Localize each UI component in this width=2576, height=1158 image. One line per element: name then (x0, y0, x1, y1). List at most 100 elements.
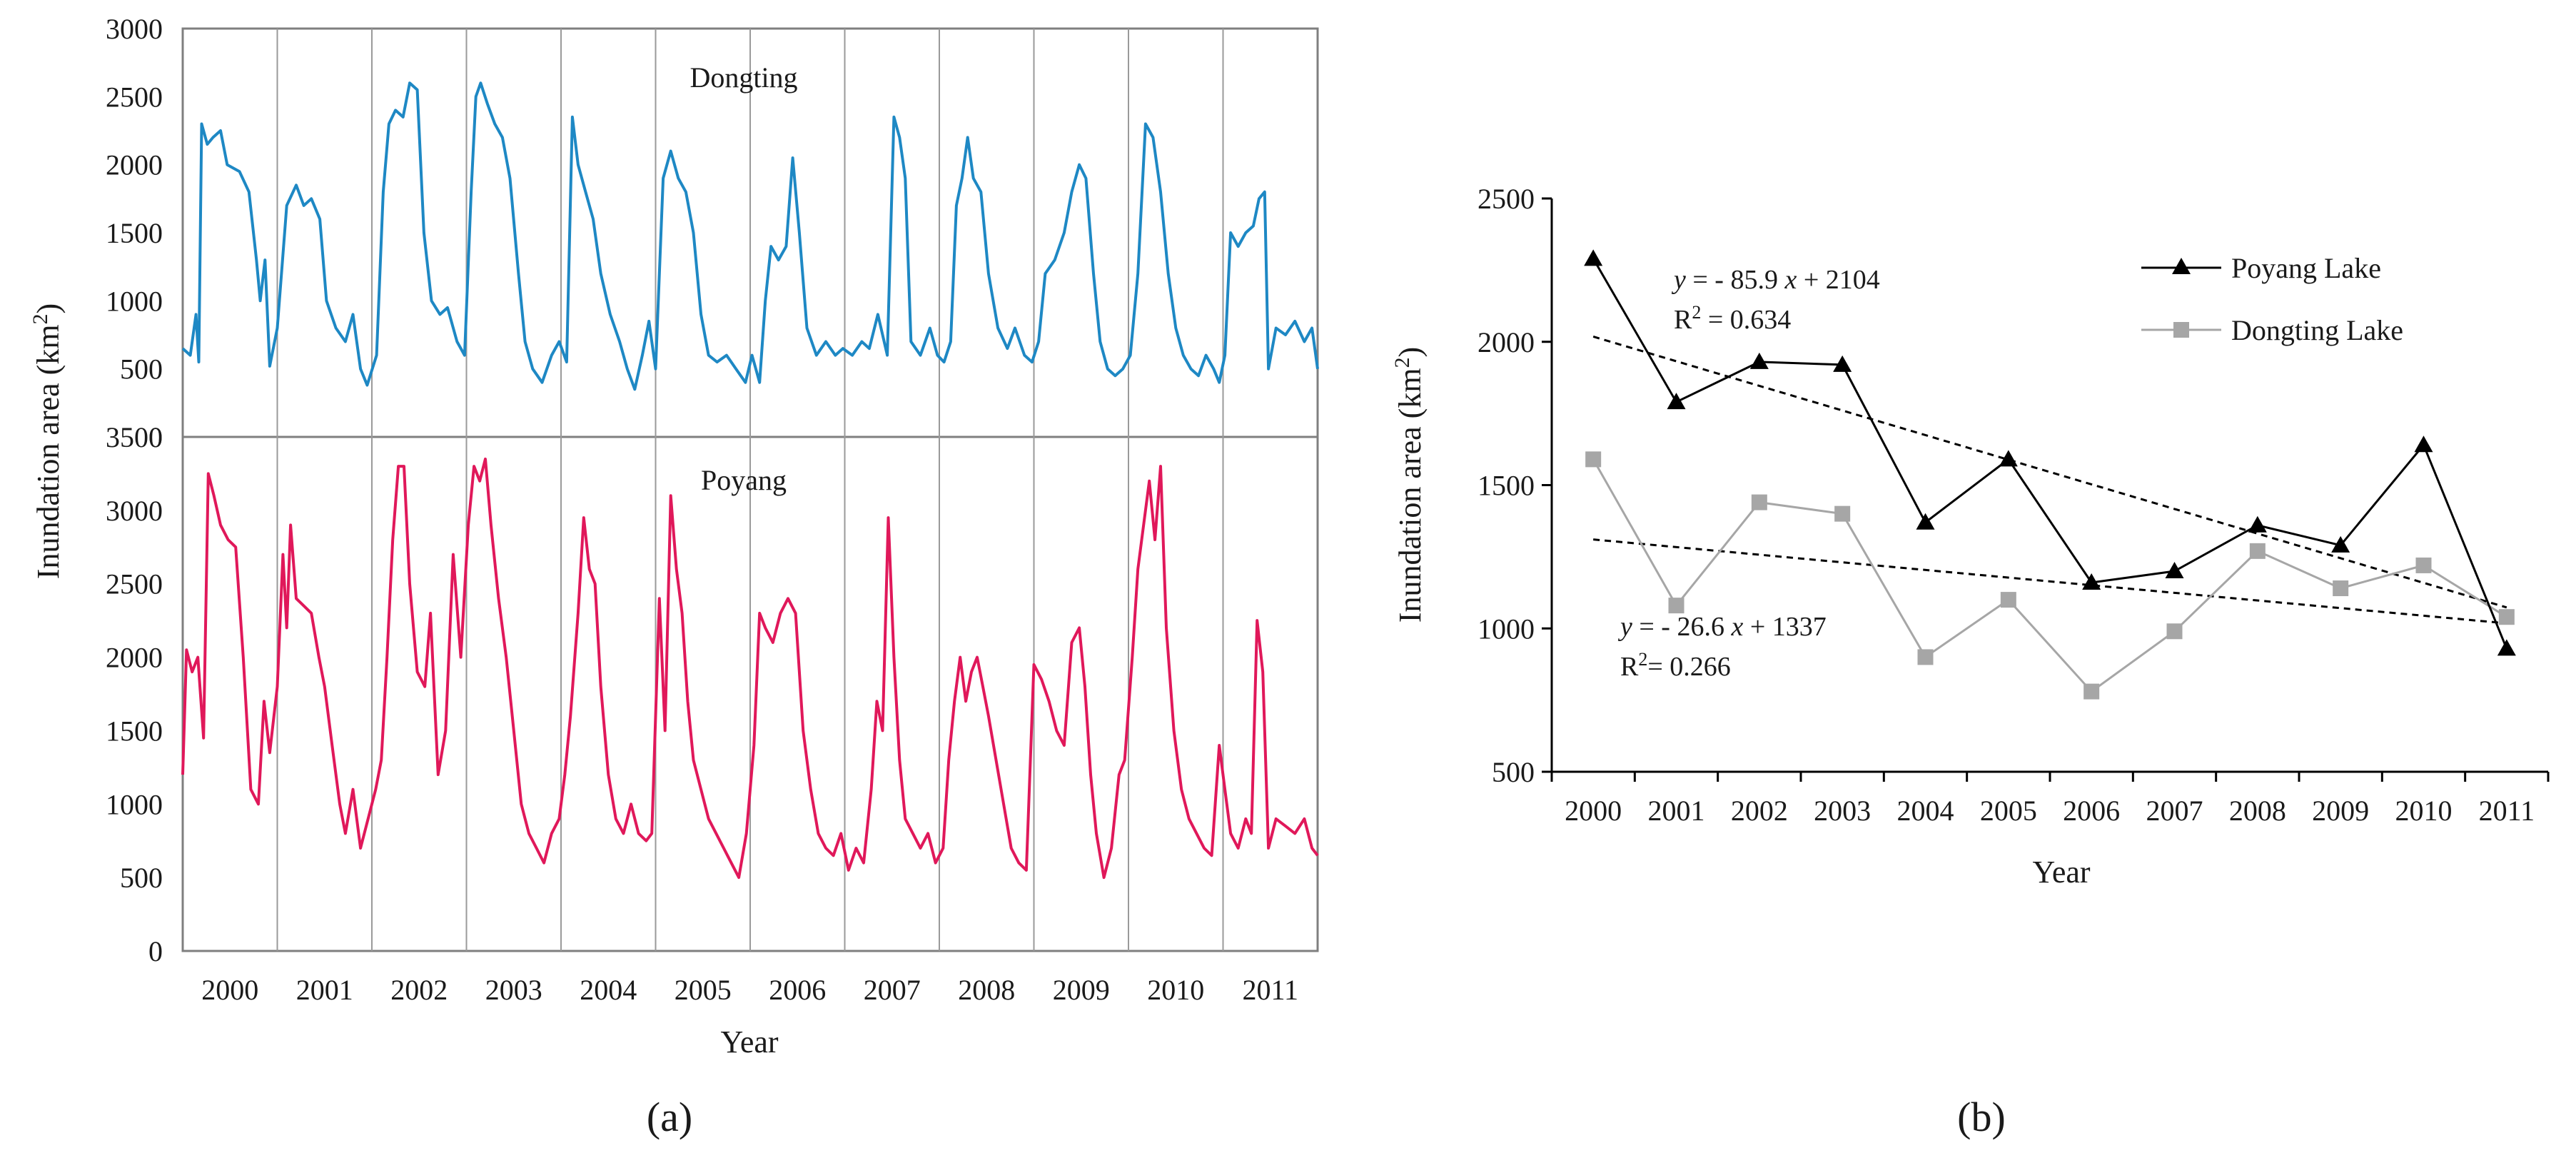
poyang-y-tick-label: 2000 (106, 642, 163, 674)
panel-b-x-ticks: 2000 2001 2002 2003 2004 2005 2006 2007 2008 2009… (1550, 772, 2550, 827)
panel-a: 0 500 1000 1500 2000 2500 3000 0 500 1000 1500 200… (29, 13, 1319, 1140)
dongting-series-line (181, 81, 1319, 391)
panel-b-series (1584, 249, 2516, 700)
year-gridlines (276, 29, 1224, 951)
dongting-y-tick-label: 0 (148, 421, 163, 453)
data-point (1749, 352, 1769, 369)
data-point (1917, 649, 1934, 665)
data-point (1584, 249, 1603, 266)
year-tick-label: 2007 (864, 974, 921, 1006)
panel-b-x-axis-label: Year (2032, 855, 2090, 890)
year-tick-label: 2004 (580, 974, 637, 1006)
x-tick-label: 2008 (2229, 795, 2286, 827)
data-point (2000, 592, 2016, 608)
poyang-y-tick-label: 3500 (106, 421, 163, 453)
year-tick-label: 2000 (201, 974, 258, 1006)
trendlines (1592, 336, 2507, 625)
trendline (1592, 336, 2507, 609)
poyang-y-tick-label: 3000 (106, 495, 163, 527)
y-tick-label: 500 (1492, 756, 1535, 788)
series-line (1592, 458, 2507, 693)
data-point (2414, 435, 2433, 453)
panel-a-x-axis-label: Year (720, 1024, 778, 1059)
poyang-series-line (181, 457, 1319, 880)
data-point (1585, 451, 1602, 468)
year-tick-label: 2006 (769, 974, 826, 1006)
panel-b: 500 1000 1500 2000 2500 2000 2001 2002 2003 2004… (1390, 183, 2550, 1140)
year-tick-label: 2009 (1053, 974, 1110, 1006)
year-tick-label: 2002 (390, 974, 448, 1006)
data-point (2166, 623, 2183, 640)
x-tick-label: 2001 (1648, 795, 1705, 827)
dongting-trend-equation: y = - 26.6 x + 1337 (1617, 612, 1827, 642)
legend-poyang-label: Poyang Lake (2231, 252, 2381, 284)
data-point (2331, 535, 2350, 553)
data-point (2083, 683, 2100, 700)
poyang-trend-equation: y = - 85.9 x + 2104 (1671, 265, 1880, 295)
data-point (2497, 639, 2516, 656)
dongting-trend-r2: R2= 0.266 (1620, 649, 1731, 682)
year-tick-label: 2011 (1242, 974, 1298, 1006)
x-tick-label: 2004 (1897, 795, 1954, 827)
poyang-trend-r2: R2 = 0.634 (1674, 302, 1791, 335)
data-point (1668, 598, 1684, 614)
y-tick-label: 2500 (1478, 183, 1535, 215)
x-tick-label: 2000 (1565, 795, 1622, 827)
series-line (1592, 258, 2508, 649)
legend: Poyang Lake Dongting Lake (2141, 252, 2403, 346)
dongting-y-tick-label: 2000 (106, 149, 163, 181)
year-tick-labels: 2000 2001 2002 2003 2004 2005 2006 2007 2008 2009… (201, 974, 1298, 1006)
dongting-y-tick-label: 1500 (106, 217, 163, 249)
data-point (2082, 573, 2101, 590)
data-point (1667, 393, 1686, 410)
poyang-label: Poyang (701, 464, 787, 496)
data-point (2248, 515, 2267, 533)
dongting-y-tick-label: 2500 (106, 81, 163, 113)
data-point (2249, 543, 2266, 559)
year-tick-label: 2003 (485, 974, 542, 1006)
y-tick-label: 2000 (1478, 326, 1535, 358)
poyang-y-tick-label: 1000 (106, 788, 163, 820)
x-tick-label: 2011 (2479, 795, 2535, 827)
data-point (1999, 450, 2018, 467)
year-tick-label: 2001 (296, 974, 353, 1006)
poyang-y-tick-label: 2500 (106, 568, 163, 600)
data-point (2498, 609, 2515, 625)
panel-a-y-axis-label: Inundation area (km2) (29, 303, 66, 579)
x-tick-label: 2006 (2063, 795, 2120, 827)
x-tick-label: 2003 (1814, 795, 1871, 827)
dongting-y-tick-label: 1000 (106, 285, 163, 317)
poyang-y-ticks: 0 500 1000 1500 2000 2500 3000 3500 (106, 421, 163, 967)
panel-a-label: (a) (647, 1094, 692, 1140)
panel-b-y-ticks: 500 1000 1500 2000 2500 (1478, 183, 1552, 788)
year-tick-label: 2005 (675, 974, 732, 1006)
data-point (1833, 355, 1852, 372)
x-tick-label: 2005 (1980, 795, 2037, 827)
data-point (2165, 561, 2184, 578)
poyang-y-tick-label: 0 (148, 935, 163, 967)
panel-b-label: (b) (1957, 1094, 2006, 1140)
x-tick-label: 2007 (2146, 795, 2203, 827)
dongting-y-tick-label: 3000 (106, 13, 163, 45)
poyang-y-tick-label: 1500 (106, 715, 163, 747)
data-point (1834, 505, 1851, 522)
data-point (1751, 494, 1767, 510)
dongting-y-tick-label: 500 (120, 353, 163, 386)
legend-poyang-marker (2172, 258, 2191, 274)
trendline (1593, 538, 2507, 625)
y-tick-label: 1000 (1478, 613, 1535, 645)
x-tick-label: 2010 (2395, 795, 2453, 827)
data-point (2415, 557, 2432, 573)
data-point (1916, 513, 1935, 530)
legend-dongting-marker (2173, 322, 2189, 338)
x-tick-label: 2002 (1731, 795, 1788, 827)
dongting-y-ticks: 0 500 1000 1500 2000 2500 3000 (106, 13, 163, 453)
x-tick-label: 2009 (2312, 795, 2369, 827)
legend-dongting-label: Dongting Lake (2231, 314, 2403, 346)
data-point (2333, 580, 2349, 597)
y-tick-label: 1500 (1478, 470, 1535, 502)
poyang-y-tick-label: 500 (120, 862, 163, 894)
panel-b-y-axis-label: Inundation area (km2) (1390, 347, 1428, 623)
year-tick-label: 2010 (1147, 974, 1204, 1006)
